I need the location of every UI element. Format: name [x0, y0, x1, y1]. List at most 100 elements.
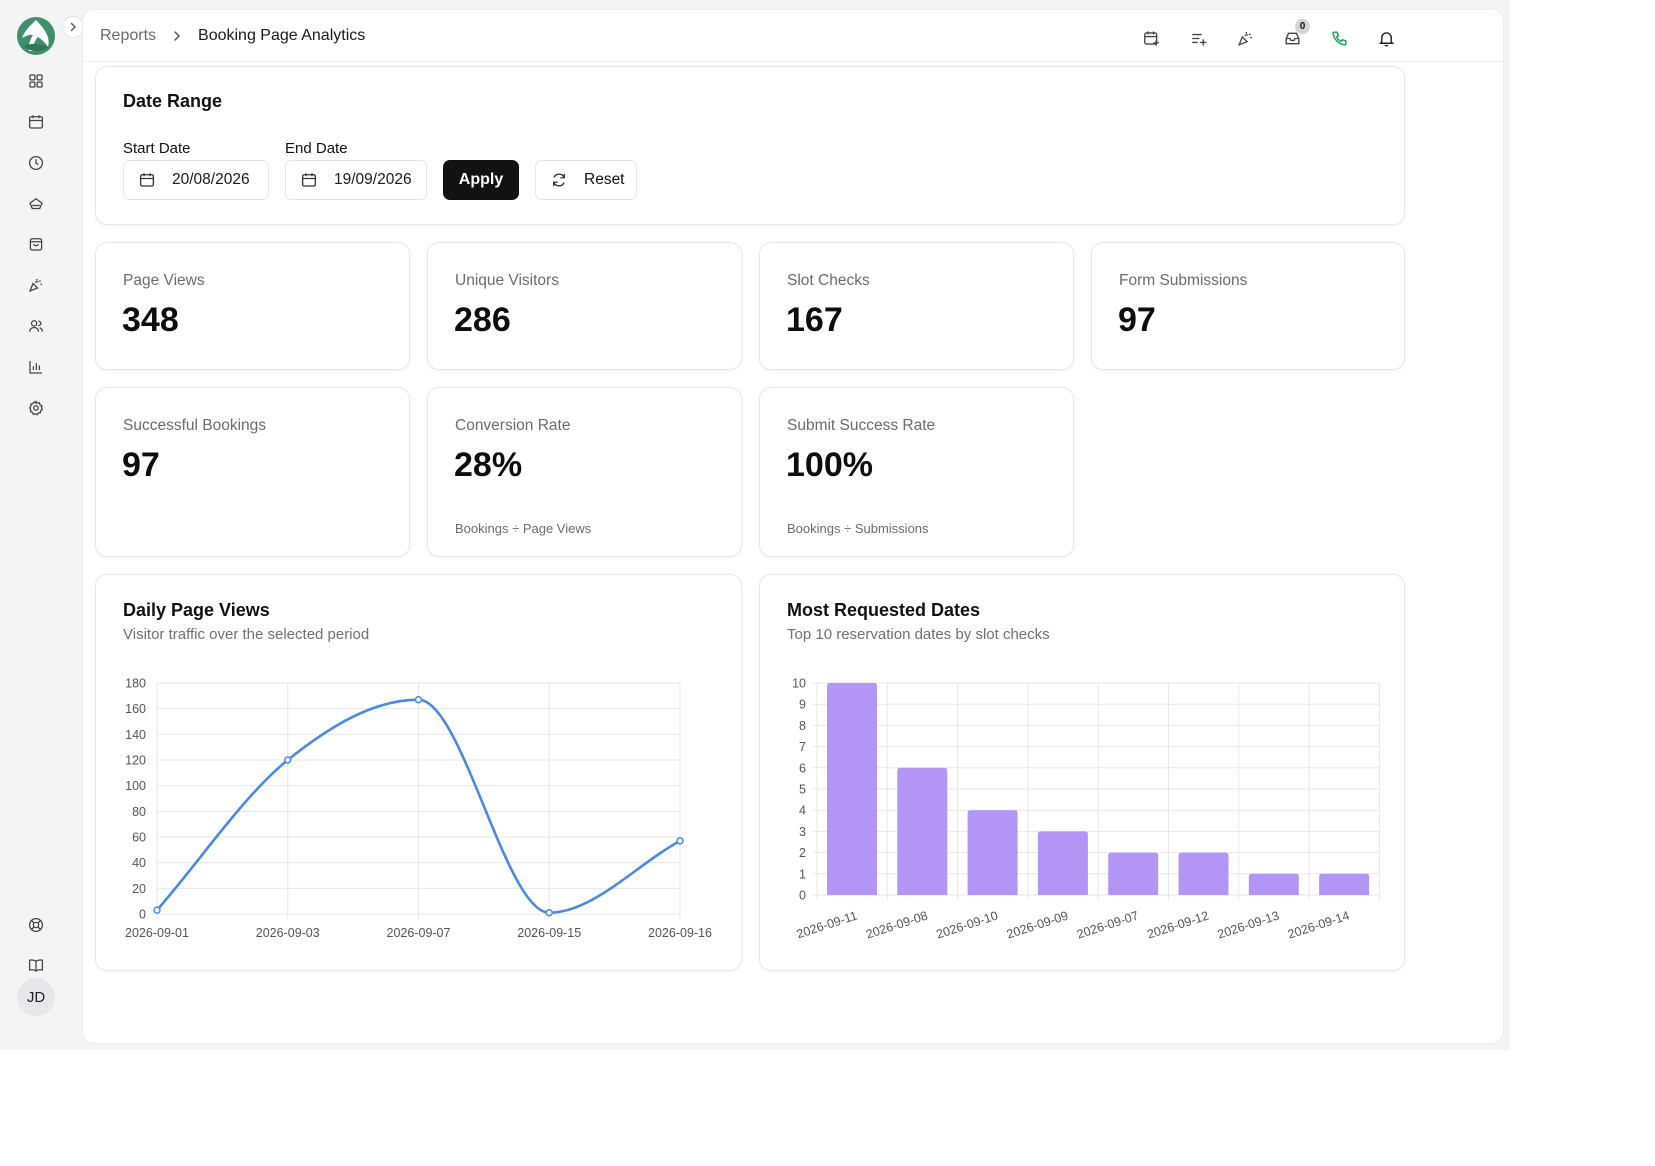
users-icon — [28, 320, 44, 332]
y-tick-label: 0 — [799, 889, 806, 903]
apply-button[interactable]: Apply — [443, 160, 519, 200]
end-date-label: End Date — [285, 140, 348, 157]
stat-card-slot-checks: Slot Checks 167 — [759, 242, 1074, 370]
inbox-count-badge: 0 — [1295, 19, 1310, 34]
bar — [897, 767, 948, 895]
megaphone-icon — [1237, 31, 1252, 46]
megaphone-icon — [28, 279, 42, 293]
book-icon — [28, 959, 44, 972]
sidebar-item-store[interactable] — [24, 232, 48, 256]
breadcrumb-separator — [172, 30, 182, 42]
new-booking-button[interactable] — [1138, 25, 1164, 51]
calendar-plus-icon — [1143, 30, 1159, 46]
x-tick-label: 2026-09-10 — [935, 909, 1000, 942]
user-avatar[interactable]: JD — [17, 978, 55, 1016]
calendar-icon — [28, 115, 44, 129]
sidebar-item-docs[interactable] — [24, 953, 48, 977]
chart-title: Most Requested Dates — [787, 600, 981, 620]
reset-button[interactable]: Reset — [535, 160, 637, 200]
calendar-icon — [300, 171, 318, 189]
help-icon — [28, 917, 44, 933]
y-tick-label: 60 — [132, 831, 146, 845]
sidebar-item-calendar[interactable] — [24, 110, 48, 134]
data-point — [414, 695, 423, 704]
reset-button-label: Reset — [584, 171, 625, 188]
announcements-button[interactable] — [1232, 25, 1258, 51]
chevron-right-icon — [174, 31, 181, 41]
y-tick-label: 4 — [799, 804, 806, 818]
data-point — [153, 906, 161, 914]
top-bar: Reports Booking Page Analytics 0 — [83, 10, 1503, 62]
y-tick-label: 9 — [799, 698, 806, 712]
sidebar-item-settings[interactable] — [24, 396, 48, 420]
bar — [1108, 852, 1159, 895]
y-tick-label: 8 — [799, 719, 806, 733]
sidebar-item-dashboard[interactable] — [24, 69, 48, 93]
sidebar-expand-button[interactable] — [62, 16, 84, 38]
bar — [1319, 873, 1370, 895]
stat-value: 100% — [786, 446, 873, 484]
bag-icon — [29, 238, 43, 251]
data-point — [676, 837, 684, 845]
stat-card-conversion-rate: Conversion Rate 28% Bookings ÷ Page View… — [427, 387, 742, 557]
stat-formula-note: Bookings ÷ Submissions — [787, 521, 929, 536]
services-icon — [29, 197, 43, 210]
sidebar-item-services[interactable] — [24, 192, 48, 216]
stat-label: Form Submissions — [1119, 272, 1248, 289]
stat-card-submit-success-rate: Submit Success Rate 100% Bookings ÷ Subm… — [759, 387, 1074, 557]
stat-label: Successful Bookings — [123, 417, 267, 434]
x-tick-label: 2026-09-15 — [517, 926, 581, 940]
chart-subtitle: Top 10 reservation dates by slot checks — [787, 626, 1050, 643]
settings-icon — [28, 400, 44, 416]
stat-value: 286 — [454, 301, 511, 339]
sidebar-item-marketing[interactable] — [24, 273, 48, 297]
y-tick-label: 80 — [132, 805, 146, 819]
stat-label: Page Views — [123, 272, 205, 289]
list-plus-icon — [1191, 33, 1206, 46]
inbox-icon — [1284, 32, 1300, 44]
bar — [1178, 852, 1229, 895]
phone-icon — [1331, 30, 1347, 46]
chart-subtitle: Visitor traffic over the selected period — [123, 626, 370, 643]
notifications-button[interactable] — [1373, 25, 1399, 51]
stat-label: Conversion Rate — [455, 417, 571, 434]
call-button[interactable] — [1326, 25, 1352, 51]
y-tick-label: 0 — [139, 908, 146, 922]
y-tick-label: 120 — [125, 754, 146, 768]
bar — [1037, 831, 1088, 895]
bar — [967, 810, 1018, 895]
brand-logo-icon — [17, 17, 55, 55]
end-date-value: 19/09/2026 — [334, 171, 412, 188]
series-line — [156, 698, 681, 915]
daily-page-views-chart: 0 20 40 60 80 100 120 140 160 180 2026-09-01 2026-0… — [125, 677, 712, 941]
stat-label: Slot Checks — [787, 272, 870, 289]
sidebar-item-history[interactable] — [24, 151, 48, 175]
calendar-icon — [138, 171, 156, 189]
y-tick-label: 100 — [125, 779, 146, 793]
sidebar-item-customers[interactable] — [24, 314, 48, 338]
y-tick-label: 1 — [799, 867, 806, 881]
start-date-input[interactable]: 20/08/2026 — [123, 160, 269, 200]
stat-value: 167 — [786, 301, 843, 339]
start-date-label: Start Date — [123, 140, 191, 157]
breadcrumb-parent-link[interactable]: Reports — [100, 27, 157, 44]
end-date-input[interactable]: 19/09/2026 — [285, 160, 427, 200]
bell-icon — [1378, 31, 1394, 46]
y-tick-label: 20 — [132, 882, 146, 896]
y-tick-label: 180 — [125, 677, 146, 691]
most-requested-dates-card: Most Requested Dates Top 10 reservation … — [759, 574, 1405, 971]
breadcrumb: Reports Booking Page Analytics — [100, 27, 365, 45]
sidebar-item-help[interactable] — [24, 913, 48, 937]
x-tick-label: 2026-09-09 — [1005, 909, 1070, 942]
y-tick-label: 5 — [799, 783, 806, 797]
sidebar: JD — [0, 0, 84, 1050]
start-date-value: 20/08/2026 — [172, 171, 250, 188]
inbox-button[interactable]: 0 — [1279, 19, 1310, 51]
brand-logo[interactable] — [16, 16, 56, 56]
stat-value: 348 — [122, 301, 179, 339]
add-to-list-button[interactable] — [1185, 25, 1211, 51]
sidebar-item-reports[interactable] — [24, 355, 48, 379]
stat-card-form-submissions: Form Submissions 97 — [1091, 242, 1405, 370]
stat-card-unique-visitors: Unique Visitors 286 — [427, 242, 742, 370]
stat-label: Unique Visitors — [455, 272, 559, 289]
